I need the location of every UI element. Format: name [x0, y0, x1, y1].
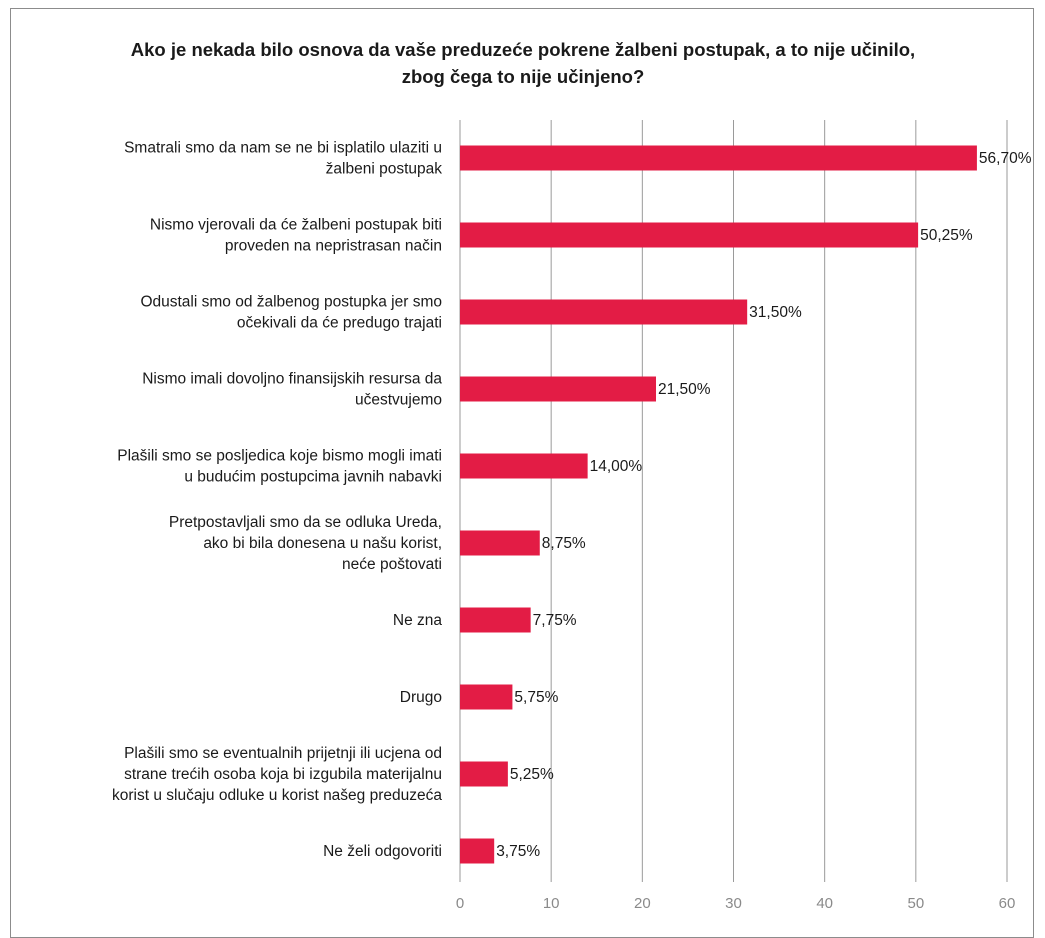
bar-6 — [460, 607, 531, 633]
category-label-8-line-0: Plašili smo se eventualnih prijetnji ili… — [124, 745, 442, 762]
x-tick-label-40: 40 — [816, 895, 833, 912]
category-label-2-line-0: Odustali smo od žalbenog postupka jer sm… — [140, 294, 442, 311]
x-tick-label-50: 50 — [907, 895, 924, 912]
category-label-9-line-0: Ne želi odgovoriti — [323, 843, 442, 860]
data-label-8: 5,25% — [510, 766, 554, 783]
bar-4 — [460, 453, 588, 479]
category-label-8: Plašili smo se eventualnih prijetnji ili… — [112, 745, 442, 804]
category-label-4-line-0: Plašili smo se posljedica koje bismo mog… — [117, 448, 442, 465]
category-label-4-line-1: u budućim postupcima javnih nabavki — [184, 469, 442, 486]
bar-0 — [460, 145, 977, 171]
category-label-7: Drugo — [400, 689, 442, 706]
data-label-4: 14,00% — [590, 458, 643, 475]
category-label-6: Ne zna — [393, 612, 442, 629]
category-label-8-line-1: strane trećih osoba koja bi izgubila mat… — [124, 766, 442, 783]
bar-8 — [460, 761, 508, 787]
x-tick-label-60: 60 — [999, 895, 1016, 912]
category-label-3-line-0: Nismo imali dovoljno finansijskih resurs… — [142, 371, 442, 388]
bar-2 — [460, 299, 748, 325]
data-label-3: 21,50% — [658, 381, 711, 398]
category-label-4: Plašili smo se posljedica koje bismo mog… — [117, 448, 442, 486]
category-label-3-line-1: učestvujemo — [355, 392, 442, 409]
bar-9 — [460, 838, 495, 864]
data-label-5: 8,75% — [542, 535, 586, 552]
data-label-2: 31,50% — [749, 304, 802, 321]
category-label-0-line-1: žalbeni postupak — [326, 161, 443, 178]
chart-title-line-2: zbog čega to nije učinjeno? — [401, 66, 645, 87]
category-label-1-line-0: Nismo vjerovali da će žalbeni postupak b… — [150, 217, 442, 234]
data-label-6: 7,75% — [533, 612, 577, 629]
category-label-5-line-2: neće poštovati — [342, 556, 442, 573]
x-tick-label-10: 10 — [543, 895, 560, 912]
category-label-5-line-1: ako bi bila donesena u našu korist, — [203, 535, 442, 552]
category-label-0-line-0: Smatrali smo da nam se ne bi isplatilo u… — [124, 140, 442, 157]
category-label-7-line-0: Drugo — [400, 689, 442, 706]
category-label-5: Pretpostavljali smo da se odluka Ureda, a… — [169, 514, 442, 573]
x-tick-label-20: 20 — [634, 895, 651, 912]
category-label-8-line-2: korist u slučaju odluke u korist našeg p… — [112, 787, 442, 804]
category-label-3: Nismo imali dovoljno finansijskih resurs… — [142, 371, 442, 409]
category-label-1: Nismo vjerovali da će žalbeni postupak b… — [150, 217, 442, 255]
x-tick-label-0: 0 — [456, 895, 464, 912]
chart-title-line-1: Ako je nekada bilo osnova da vaše preduz… — [130, 39, 916, 60]
bar-3 — [460, 376, 657, 402]
category-label-5-line-0: Pretpostavljali smo da se odluka Ureda, — [169, 514, 442, 531]
category-label-9: Ne želi odgovoriti — [323, 843, 442, 860]
bar-1 — [460, 222, 919, 248]
bar-7 — [460, 684, 513, 710]
chart-title: Ako je nekada bilo osnova da vaše preduz… — [40, 36, 1006, 90]
category-label-2: Odustali smo od žalbenog postupka jer sm… — [140, 294, 442, 332]
data-label-0: 56,70% — [979, 150, 1032, 167]
category-label-2-line-1: očekivali da će predugo trajati — [237, 315, 442, 332]
category-label-1-line-1: proveden na nepristrasan način — [225, 238, 442, 255]
category-label-0: Smatrali smo da nam se ne bi isplatilo u… — [124, 140, 442, 178]
data-label-9: 3,75% — [496, 843, 540, 860]
data-label-1: 50,25% — [920, 227, 973, 244]
category-label-6-line-0: Ne zna — [393, 612, 442, 629]
x-tick-label-30: 30 — [725, 895, 742, 912]
bar-5 — [460, 530, 540, 556]
data-label-7: 5,75% — [514, 689, 558, 706]
